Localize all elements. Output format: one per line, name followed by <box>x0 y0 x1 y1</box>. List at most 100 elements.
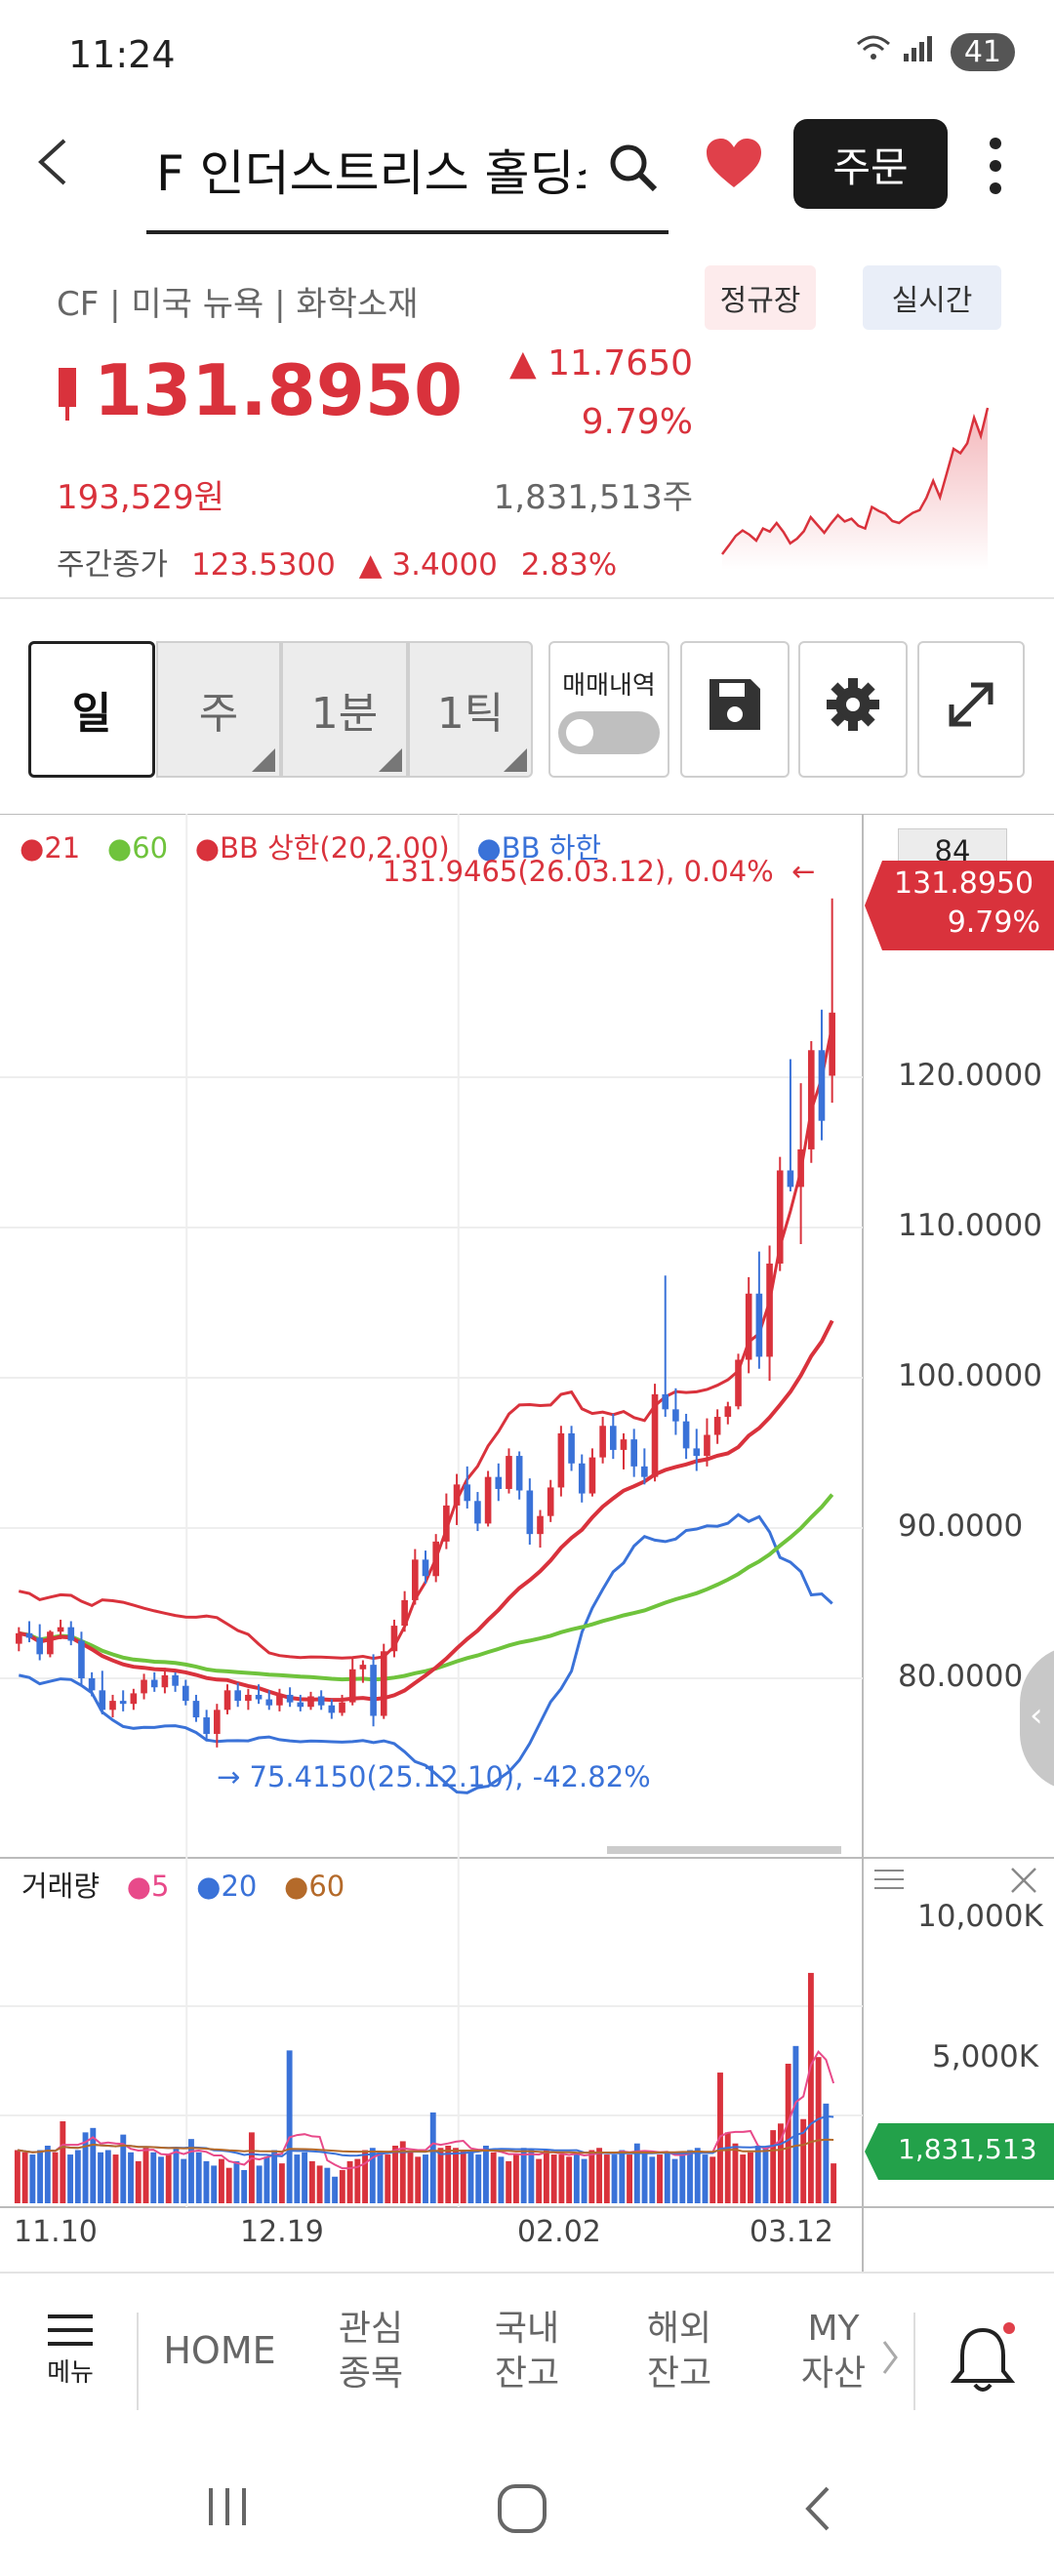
candle-body <box>755 1293 763 1357</box>
current-price: 131.8950 <box>94 349 464 431</box>
chevron-right-icon[interactable] <box>880 2338 900 2381</box>
divider <box>0 2272 1054 2274</box>
volume-bar <box>82 2132 89 2203</box>
nav-watchlist[interactable]: 관심 종목 <box>338 2309 404 2394</box>
more-icon[interactable] <box>981 132 1010 200</box>
back-icon[interactable] <box>29 127 78 195</box>
expand-button[interactable] <box>917 641 1025 778</box>
weekly-close: 주간종가 123.5300 ▲ 3.4000 2.83% <box>57 540 630 584</box>
bottom-nav: 메뉴 HOME 관심 종목 국내 잔고 해외 잔고 MY 자산 <box>0 2274 1054 2430</box>
max-annotation: 131.9465(26.03.12), 0.04% ← <box>383 855 816 888</box>
menu-lines-icon[interactable] <box>872 1868 906 1897</box>
x-tick: 02.02 <box>517 2215 601 2249</box>
volume-bar <box>60 2121 66 2203</box>
candle-body <box>484 1476 492 1524</box>
candle-body <box>620 1439 628 1450</box>
tab-week[interactable]: 주 <box>156 641 281 778</box>
recent-apps-icon[interactable] <box>203 2482 252 2535</box>
tab-day[interactable]: 일 <box>28 641 155 778</box>
bell-icon[interactable] <box>949 2320 1017 2402</box>
wifi-icon <box>854 35 903 69</box>
volume-bar <box>740 2154 747 2203</box>
bb-lower-line <box>18 1512 833 1794</box>
candle-body <box>630 1439 637 1467</box>
order-button[interactable]: 주문 <box>793 119 948 209</box>
candle-body <box>214 1710 221 1734</box>
status-time: 11:24 <box>68 33 176 76</box>
nav-overseas-balance[interactable]: 해외 잔고 <box>646 2309 712 2394</box>
ma60-line <box>18 1493 834 1682</box>
candle-body <box>57 1627 64 1632</box>
settings-button[interactable] <box>798 641 908 778</box>
volume-bar <box>573 2152 580 2203</box>
system-nav <box>0 2459 1054 2556</box>
candle-body <box>348 1669 356 1703</box>
volume-bar <box>807 1972 814 2203</box>
candle-body <box>223 1690 231 1711</box>
home-icon[interactable] <box>496 2482 548 2539</box>
toggle-switch[interactable] <box>558 710 660 754</box>
volume-bar <box>104 2150 111 2203</box>
volume-bar <box>453 2148 459 2203</box>
volume-bar <box>596 2148 603 2203</box>
price-chart[interactable] <box>0 813 1054 2272</box>
volume-bar <box>777 2123 784 2203</box>
nav-home[interactable]: HOME <box>163 2329 276 2372</box>
nav-menu[interactable]: 메뉴 <box>39 2313 101 2387</box>
legend-bb-lower: ●BB 하한 <box>476 831 602 865</box>
volume-bar <box>241 2169 248 2203</box>
search-icon[interactable] <box>604 139 663 197</box>
volume-bar <box>362 2150 368 2203</box>
candle-body <box>150 1679 158 1688</box>
back-nav-icon[interactable] <box>798 2482 837 2539</box>
price-change: ▲ 11.7650 <box>509 343 693 383</box>
candle-body <box>370 1665 377 1716</box>
volume-bar <box>316 2165 323 2203</box>
candle-body <box>724 1406 732 1418</box>
chart-scrollbar[interactable] <box>607 1846 841 1854</box>
candle-body <box>307 1696 314 1708</box>
volume-bar <box>619 2150 626 2203</box>
divider <box>0 597 1054 599</box>
volume-bar <box>437 2148 444 2203</box>
min-annotation: → 75.4150(25.12.10), -42.82% <box>217 1760 651 1793</box>
candle-body <box>495 1476 503 1489</box>
save-button[interactable] <box>680 641 790 778</box>
volume-bar <box>724 2132 731 2203</box>
close-icon[interactable] <box>1009 1866 1038 1899</box>
tab-tick[interactable]: 1틱 <box>408 641 533 778</box>
volume-bar <box>671 2158 678 2203</box>
candle-body <box>682 1421 690 1449</box>
volume-bar <box>603 2154 610 2203</box>
nav-my-assets[interactable]: MY 자산 <box>800 2309 867 2394</box>
volume-bar <box>815 2057 822 2203</box>
title-box[interactable]: F 인더스트리스 홀딩스 <box>146 117 669 234</box>
volume-bar <box>550 2154 557 2203</box>
last-volume-tag: 1,831,513 <box>865 2123 1054 2180</box>
trade-history-toggle[interactable]: 매매내역 <box>548 641 669 778</box>
expand-icon <box>942 675 1000 745</box>
chart-area[interactable]: ●21 ●60 ●BB 상한(20,2.00) ●BB 하한 131.9465(… <box>0 813 1054 2272</box>
candle-body <box>515 1456 523 1491</box>
candle-body <box>713 1417 721 1435</box>
save-icon <box>706 675 764 745</box>
tab-week-label: 주 <box>198 689 239 739</box>
nav-domestic-balance[interactable]: 국내 잔고 <box>494 2309 560 2394</box>
volume-bar <box>664 2152 670 2203</box>
candle-body <box>453 1484 461 1506</box>
volume-bar <box>687 2150 693 2203</box>
volume-bar <box>429 2112 436 2203</box>
volume-bar <box>407 2152 414 2203</box>
volume-bar <box>588 2150 595 2203</box>
y-tick: 120.0000 <box>898 1058 1042 1093</box>
divider <box>137 2313 139 2410</box>
volume-bar <box>543 2150 549 2203</box>
volume-bar <box>558 2154 565 2203</box>
volume-bar <box>785 2063 791 2203</box>
candle-body <box>265 1699 273 1706</box>
candle-body <box>245 1694 252 1702</box>
tab-minute[interactable]: 1분 <box>281 641 408 778</box>
candle-body <box>829 1012 835 1076</box>
favorite-heart-icon[interactable] <box>705 137 763 191</box>
volume-bar <box>732 2143 739 2203</box>
